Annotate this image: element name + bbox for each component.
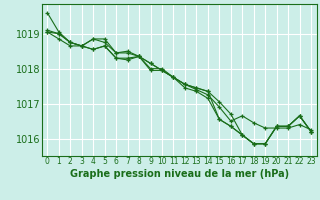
- X-axis label: Graphe pression niveau de la mer (hPa): Graphe pression niveau de la mer (hPa): [70, 169, 289, 179]
